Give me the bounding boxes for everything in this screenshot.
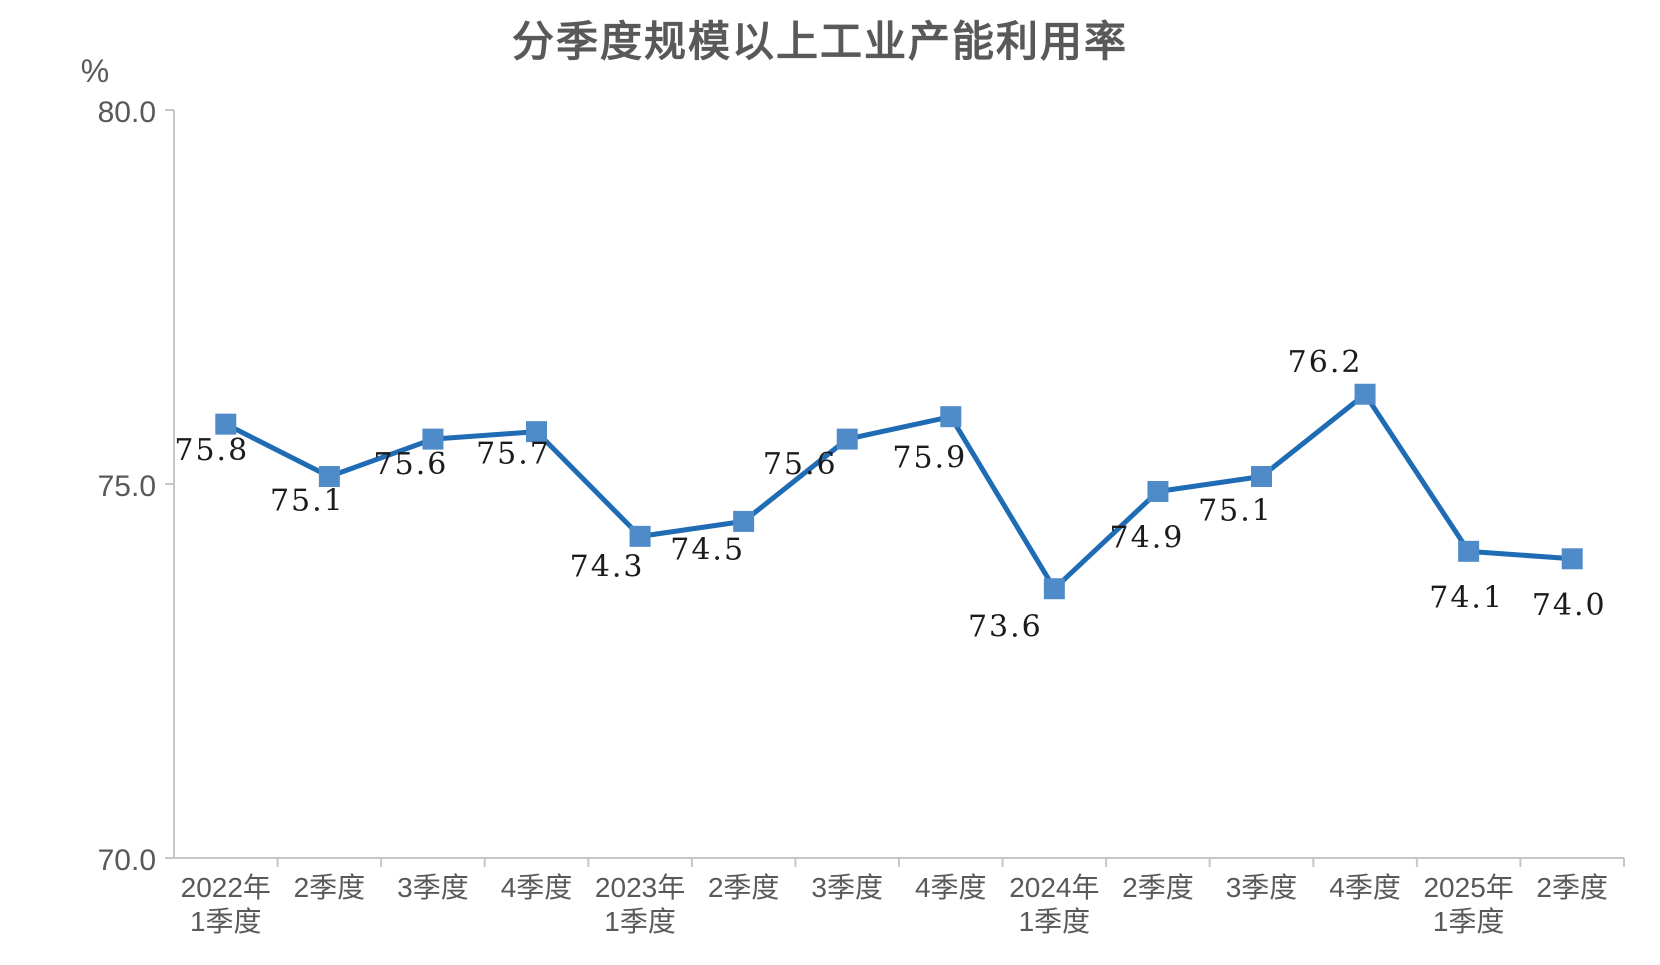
x-axis-category-label: 3季度 — [1226, 872, 1298, 903]
data-point-label: 74.0 — [1532, 588, 1607, 623]
x-axis-category-label: 2023年 1季度 — [595, 872, 685, 937]
x-axis-category-label: 3季度 — [811, 872, 883, 903]
x-axis-category-label: 4季度 — [1329, 872, 1401, 903]
x-axis-category-label: 2季度 — [1536, 872, 1608, 903]
y-axis-tick-label: 75.0 — [98, 470, 156, 503]
y-axis-unit-label: % — [81, 53, 109, 89]
series-line — [223, 391, 1575, 592]
data-point-marker — [1147, 480, 1169, 502]
data-point-label: 73.6 — [968, 610, 1043, 645]
data-point-marker — [422, 428, 444, 450]
x-axis-category-label: 3季度 — [397, 872, 469, 903]
data-point-label: 74.5 — [670, 532, 745, 567]
x-axis-category-label: 4季度 — [501, 872, 573, 903]
data-point-marker — [629, 525, 651, 547]
data-point-label: 75.9 — [892, 441, 967, 476]
data-point-label: 75.1 — [270, 484, 345, 519]
data-point-label: 75.8 — [174, 433, 249, 468]
x-axis-category-label: 2022年 1季度 — [181, 872, 271, 937]
data-point-marker — [1043, 578, 1065, 600]
data-point-marker — [733, 510, 755, 532]
x-axis-category-label: 2025年 1季度 — [1423, 872, 1513, 937]
data-point-marker — [526, 421, 547, 443]
y-axis-tick-label: 70.0 — [98, 844, 156, 877]
data-point-label: 74.3 — [570, 549, 645, 584]
data-point-label: 74.9 — [1110, 520, 1185, 555]
data-point-marker — [1458, 540, 1480, 562]
chart-title: 分季度规模以上工业产能利用率 — [512, 18, 1128, 65]
data-point-marker — [215, 413, 237, 435]
data-point-marker — [1354, 383, 1376, 405]
x-axis-category-label: 4季度 — [915, 872, 987, 903]
data-point-label: 74.1 — [1429, 580, 1504, 615]
data-point-label: 75.6 — [763, 447, 838, 482]
data-point-label: 75.6 — [374, 447, 449, 482]
data-point-marker — [318, 466, 340, 488]
x-axis-category-label: 2季度 — [294, 872, 366, 903]
plot-area: 80.0 75.0 70.0 2022年 1季度 2季度 3季度 4季度 2023年 1季度 2季度… — [98, 96, 1625, 937]
data-point-marker — [1561, 548, 1583, 570]
data-point-label: 75.7 — [476, 437, 551, 472]
data-point-marker — [836, 428, 858, 450]
x-axis-category-label: 2季度 — [708, 872, 780, 903]
x-axis-category-label: 2季度 — [1122, 872, 1194, 903]
data-point-marker — [1251, 466, 1272, 488]
x-axis-category-label: 2024年 1季度 — [1009, 872, 1099, 937]
y-axis-tick-label: 80.0 — [98, 96, 156, 129]
data-point-label: 76.2 — [1288, 345, 1363, 380]
data-point-label: 75.1 — [1198, 494, 1273, 529]
data-point-marker — [940, 406, 962, 428]
